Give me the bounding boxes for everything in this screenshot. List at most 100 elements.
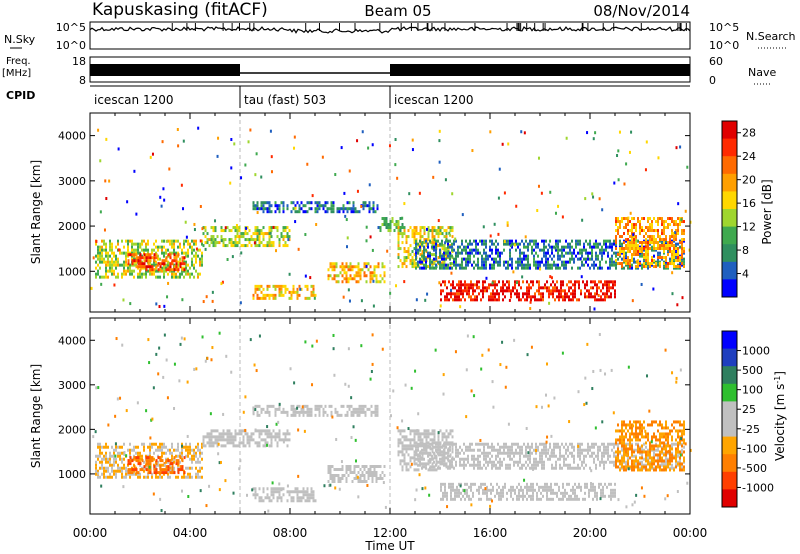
scatter-cell bbox=[397, 453, 400, 457]
scatter-cell bbox=[159, 445, 161, 449]
scatter-cell bbox=[641, 251, 643, 255]
scatter-cell bbox=[349, 262, 352, 266]
scatter-cell bbox=[537, 448, 539, 452]
scatter-cell bbox=[482, 491, 484, 495]
scatter-cell bbox=[350, 404, 353, 408]
scatter-cell bbox=[403, 256, 406, 260]
scatter-cell bbox=[286, 413, 289, 417]
scatter-cell bbox=[226, 441, 229, 445]
scatter-cell bbox=[409, 447, 412, 451]
scatter-cell bbox=[522, 488, 524, 492]
scatter-cell bbox=[472, 298, 474, 302]
scatter-cell bbox=[437, 260, 439, 264]
scatter-cell bbox=[355, 274, 358, 278]
date-title: 08/Nov/2014 bbox=[593, 2, 690, 20]
scatter-cell bbox=[405, 465, 408, 469]
scatter-cell bbox=[121, 272, 123, 276]
scatter-cell bbox=[258, 287, 261, 291]
scatter-cell bbox=[679, 256, 681, 260]
scatter-cell bbox=[574, 491, 576, 495]
scatter-cell bbox=[673, 239, 675, 243]
scatter-cell bbox=[411, 438, 414, 442]
scatter-cell bbox=[109, 475, 111, 479]
scatter-cell bbox=[260, 438, 263, 442]
scatter-cell bbox=[556, 286, 558, 290]
scatter-cell bbox=[179, 468, 182, 472]
scatter-cell bbox=[107, 475, 109, 479]
scatter-cell bbox=[450, 288, 453, 292]
scatter-cell bbox=[649, 460, 651, 464]
scatter-cell bbox=[517, 242, 519, 246]
scatter-cell bbox=[671, 241, 673, 245]
scatter-cell bbox=[284, 435, 287, 439]
scatter-cell bbox=[625, 460, 627, 464]
scatter-cell bbox=[282, 293, 285, 297]
scatter-cell bbox=[561, 260, 563, 264]
scatter-cell bbox=[567, 466, 569, 470]
scatter-cell bbox=[369, 277, 372, 281]
scatter-cell bbox=[617, 226, 619, 230]
scatter-cell bbox=[201, 442, 203, 446]
scatter-cell bbox=[657, 257, 659, 261]
nsearch-label: N.Search bbox=[746, 30, 796, 43]
scatter-cell bbox=[564, 488, 566, 492]
scatter-cell bbox=[447, 245, 449, 249]
scatter-cell bbox=[645, 253, 647, 257]
scatter-cell bbox=[584, 197, 587, 201]
scatter-cell bbox=[677, 232, 679, 236]
scatter-cell bbox=[276, 441, 279, 445]
scatter-cell bbox=[562, 298, 564, 302]
scatter-cell bbox=[631, 253, 633, 257]
scatter-cell bbox=[286, 410, 289, 414]
scatter-cell bbox=[145, 242, 147, 246]
scatter-cell bbox=[465, 263, 467, 267]
scatter-cell bbox=[387, 223, 390, 227]
scatter-cell bbox=[105, 197, 108, 201]
scatter-cell bbox=[535, 260, 537, 264]
scatter-cell bbox=[550, 289, 552, 293]
scatter-cell bbox=[266, 284, 269, 288]
scatter-cell bbox=[467, 242, 469, 246]
scatter-cell bbox=[103, 466, 105, 470]
scatter-cell bbox=[663, 451, 665, 455]
scatter-cell bbox=[503, 260, 505, 264]
scatter-cell bbox=[433, 248, 435, 252]
scatter-cell bbox=[671, 271, 674, 275]
scatter-cell bbox=[113, 263, 115, 267]
scatter-cell bbox=[103, 454, 105, 458]
scatter-cell bbox=[455, 266, 457, 270]
scatter-cell bbox=[242, 429, 245, 433]
scatter-cell bbox=[466, 488, 468, 492]
scatter-cell bbox=[439, 448, 441, 452]
scatter-cell bbox=[286, 432, 289, 436]
scatter-cell bbox=[121, 275, 123, 279]
scatter-cell bbox=[282, 410, 285, 414]
scatter-cell bbox=[510, 289, 512, 293]
scatter-cell bbox=[440, 482, 442, 486]
scatter-cell bbox=[210, 429, 213, 433]
scatter-cell bbox=[169, 239, 171, 243]
scatter-cell bbox=[133, 263, 135, 267]
scatter-cell bbox=[103, 457, 105, 461]
scatter-cell bbox=[595, 454, 597, 458]
scatter-cell bbox=[208, 435, 211, 439]
scatter-cell bbox=[683, 251, 685, 255]
scatter-cell bbox=[405, 259, 408, 263]
colorbar-frame bbox=[721, 120, 738, 298]
scatter-cell bbox=[621, 242, 623, 246]
scatter-cell bbox=[222, 241, 225, 245]
freq-tick-bottom: 8 bbox=[79, 74, 86, 87]
scatter-cell bbox=[579, 442, 581, 446]
scatter-cell bbox=[574, 280, 576, 284]
scatter-cell bbox=[161, 442, 163, 446]
scatter-cell bbox=[123, 266, 125, 270]
scatter-cell bbox=[513, 460, 515, 464]
scatter-cell bbox=[461, 448, 463, 452]
scatter-cell bbox=[444, 494, 446, 498]
scatter-cell bbox=[454, 295, 456, 299]
scatter-cell bbox=[119, 263, 121, 267]
scatter-cell bbox=[453, 248, 455, 252]
scatter-cell bbox=[525, 263, 527, 267]
scatter-cell bbox=[450, 497, 452, 501]
scatter-cell bbox=[443, 444, 446, 448]
